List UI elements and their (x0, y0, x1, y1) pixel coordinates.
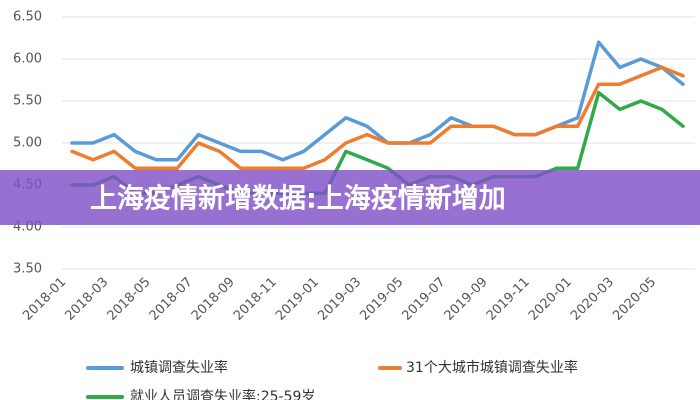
banner (0, 170, 700, 225)
y-tick-label: 3.50 (13, 262, 42, 277)
banner-text: 上海疫情新增数据:上海疫情新增加 (90, 183, 506, 215)
y-tick-label: 6.00 (13, 52, 42, 67)
series-line (70, 65, 685, 170)
y-tick-label: 6.50 (13, 10, 42, 25)
legend-label: 城镇调查失业率 (130, 359, 228, 376)
legend-label: 就业人员调查失业率:25-59岁 (130, 388, 315, 400)
series-line (70, 40, 685, 162)
y-tick-label: 5.00 (13, 136, 42, 151)
y-tick-label: 5.50 (13, 94, 42, 109)
legend-label: 31个大城市城镇调查失业率 (406, 359, 578, 376)
